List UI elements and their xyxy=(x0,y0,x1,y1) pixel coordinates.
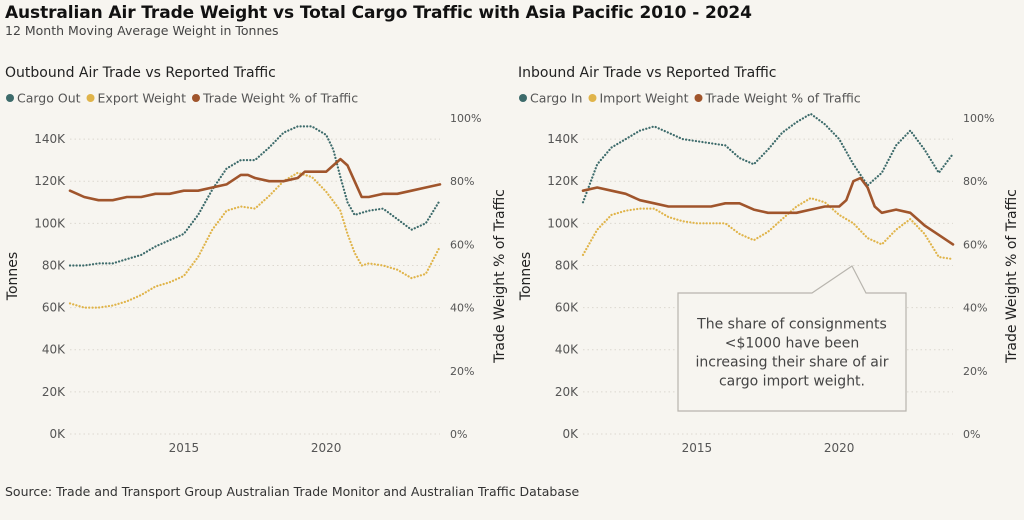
series-line-trade-weight-of-traffic xyxy=(68,157,442,202)
y-tick-label: 20K xyxy=(555,385,579,399)
legend-marker xyxy=(6,94,14,102)
legend-marker xyxy=(191,94,200,102)
legend-label: Cargo In xyxy=(530,91,582,106)
y2-axis-title: Trade Weight % of Traffic xyxy=(492,189,508,364)
y-tick-label: 120K xyxy=(34,174,66,188)
legend-marker xyxy=(519,94,527,102)
y2-tick-label: 80% xyxy=(450,175,474,188)
legend-label: Trade Weight % of Traffic xyxy=(705,91,861,106)
y-tick-label: 0K xyxy=(562,427,579,441)
y-tick-label: 140K xyxy=(34,132,66,146)
series-line-trade-weight-of-traffic xyxy=(581,176,955,246)
panel-title: Inbound Air Trade vs Reported Traffic xyxy=(518,65,776,81)
y-axis-title: Tonnes xyxy=(518,252,534,301)
y-tick-label: 60K xyxy=(42,301,66,315)
legend-marker xyxy=(588,94,597,102)
panel-title: Outbound Air Trade vs Reported Traffic xyxy=(5,65,276,81)
legend-label: Export Weight xyxy=(98,91,187,106)
series-line-cargo-in xyxy=(581,112,955,204)
series-line-import-weight xyxy=(581,197,955,261)
y2-tick-label: 100% xyxy=(963,112,994,125)
y-tick-label: 80K xyxy=(42,258,66,272)
y-tick-label: 80K xyxy=(555,258,579,272)
annotation-callout: The share of consignments <$1000 have bee… xyxy=(677,265,907,412)
y-axis-title: Tonnes xyxy=(5,252,21,301)
y2-tick-label: 20% xyxy=(963,365,987,378)
y-tick-label: 60K xyxy=(555,301,579,315)
chart-panel-2: Inbound Air Trade vs Reported Traffic Car… xyxy=(518,65,1020,455)
annotation-line: cargo import weight. xyxy=(719,374,865,390)
y2-axis-title: Trade Weight % of Traffic xyxy=(1004,189,1020,364)
legend-marker xyxy=(86,94,95,102)
y-tick-label: 120K xyxy=(547,174,579,188)
annotation-line: increasing their share of air xyxy=(696,355,889,371)
y-tick-label: 40K xyxy=(42,343,66,357)
y2-tick-label: 80% xyxy=(963,175,987,188)
y-tick-label: 140K xyxy=(547,132,579,146)
y-tick-label: 0K xyxy=(49,427,66,441)
y2-tick-label: 60% xyxy=(450,238,474,251)
y2-tick-label: 0% xyxy=(450,428,467,441)
y2-tick-label: 40% xyxy=(450,302,474,315)
source-note: Source: Trade and Transport Group Austra… xyxy=(5,484,580,499)
x-tick-label: 2020 xyxy=(824,441,855,455)
subtitle: 12 Month Moving Average Weight in Tonnes xyxy=(5,23,279,38)
annotation-line: <$1000 have been xyxy=(725,336,860,352)
x-tick-label: 2015 xyxy=(169,441,200,455)
y-tick-label: 100K xyxy=(34,216,66,230)
y2-tick-label: 0% xyxy=(963,428,980,441)
y-tick-label: 40K xyxy=(555,343,579,357)
series-line-cargo-out xyxy=(68,125,442,267)
y-tick-label: 100K xyxy=(547,216,579,230)
legend-marker xyxy=(694,94,703,102)
chart-panel-1: Outbound Air Trade vs Reported Traffic Ca… xyxy=(5,65,508,455)
series-line-export-weight xyxy=(68,171,442,309)
legend-label: Trade Weight % of Traffic xyxy=(202,91,358,106)
x-tick-label: 2020 xyxy=(311,441,342,455)
legend-label: Cargo Out xyxy=(17,91,81,106)
main-title: Australian Air Trade Weight vs Total Car… xyxy=(5,3,752,23)
y-tick-label: 20K xyxy=(42,385,66,399)
y2-tick-label: 20% xyxy=(450,365,474,378)
y2-tick-label: 40% xyxy=(963,302,987,315)
legend-label: Import Weight xyxy=(599,91,688,106)
x-tick-label: 2015 xyxy=(682,441,713,455)
annotation-line: The share of consignments xyxy=(696,317,887,333)
y2-tick-label: 100% xyxy=(450,112,481,125)
y2-tick-label: 60% xyxy=(963,238,987,251)
